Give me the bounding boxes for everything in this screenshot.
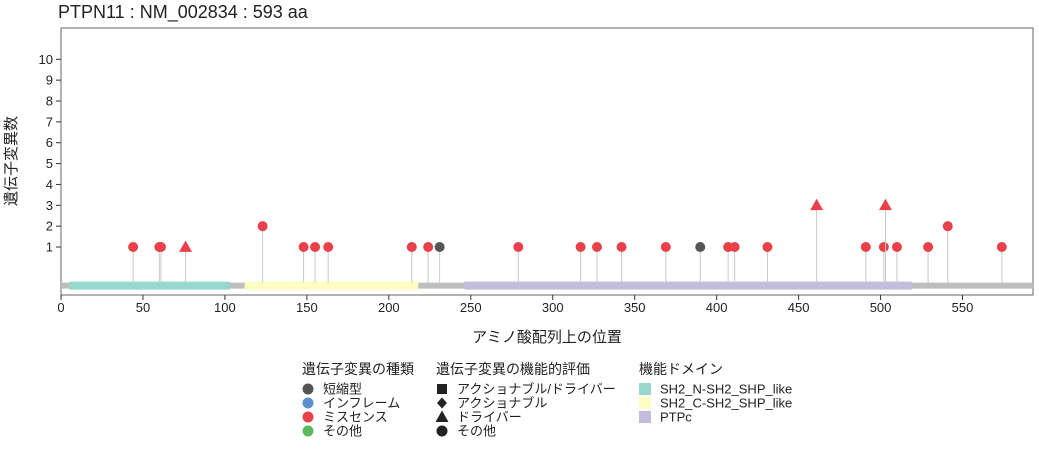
mutation-marker <box>155 242 166 253</box>
y-tick-label: 2 <box>46 219 53 234</box>
x-tick-label: 50 <box>136 300 150 315</box>
circle-icon <box>436 425 448 437</box>
plot-frame <box>60 27 1034 296</box>
y-tick-label: 3 <box>46 198 53 213</box>
y-tick-label: 6 <box>46 135 53 150</box>
mutation-marker <box>257 221 268 232</box>
mutation-marker <box>513 242 524 253</box>
mutation-marker <box>942 221 953 232</box>
mutation-marker <box>310 242 321 253</box>
y-tick-label: 9 <box>46 73 53 88</box>
square-icon <box>437 384 447 394</box>
legend-label: PTPc <box>660 410 692 425</box>
mutation-marker <box>423 242 434 253</box>
mutation-marker <box>878 242 889 253</box>
diamond-icon <box>437 397 447 409</box>
x-tick-label: 550 <box>952 300 974 315</box>
mutation-marker <box>762 242 773 253</box>
mutation-marker-driver <box>179 240 193 252</box>
mutation-marker-driver <box>810 198 824 211</box>
legend-swatch <box>302 383 314 395</box>
mutation-marker <box>996 242 1007 253</box>
y-tick-label: 10 <box>39 52 53 67</box>
legend-swatch <box>302 411 314 423</box>
x-tick-label: 350 <box>624 300 646 315</box>
mutation-marker <box>298 242 309 253</box>
x-tick-label: 450 <box>788 300 810 315</box>
legend-label: ミスセンス <box>323 410 388 425</box>
mutation-marker <box>591 242 602 253</box>
mutation-marker <box>434 242 445 253</box>
x-axis-title: アミノ酸配列上の位置 <box>472 329 622 346</box>
mutation-marker <box>729 242 740 253</box>
mutation-marker <box>616 242 627 253</box>
legend-title-functional-assessment: 遺伝子変異の機能的評価 <box>436 361 590 377</box>
y-tick-label: 8 <box>46 94 53 109</box>
legend: 遺伝子変異の種類短縮型インフレームミスセンスその他遺伝子変異の機能的評価アクショ… <box>302 361 792 439</box>
legend-label: その他 <box>457 424 496 439</box>
x-tick-label: 400 <box>706 300 728 315</box>
legend-label: ドライバー <box>457 410 522 425</box>
plot-area <box>61 198 1033 290</box>
mutation-marker <box>323 242 334 253</box>
legend-domain-swatch <box>639 383 651 395</box>
domain-ptpc <box>464 281 912 290</box>
domain-sh2-c-sh2-shp-like <box>244 281 419 290</box>
mutation-marker <box>406 242 417 253</box>
legend-label: 短縮型 <box>323 382 362 397</box>
triangle-icon <box>435 410 449 422</box>
y-tick-label: 7 <box>46 114 53 129</box>
domain-sh2-n-sh2-shp-like <box>69 281 230 290</box>
legend-swatch <box>302 425 314 437</box>
legend-swatch <box>302 397 314 409</box>
mutation-marker <box>695 242 706 253</box>
legend-label: インフレーム <box>323 396 400 411</box>
legend-label: アクショナブル/ドライバー <box>457 382 616 397</box>
x-tick-label: 250 <box>460 300 482 315</box>
legend-label: SH2_N-SH2_SHP_like <box>660 382 792 397</box>
mutation-marker <box>128 242 139 253</box>
y-axis-title: 遺伝子変異数 <box>3 116 20 206</box>
mutation-marker <box>923 242 934 253</box>
mutation-marker-driver <box>878 198 892 211</box>
legend-label: アクショナブル <box>457 396 547 411</box>
legend-title-domain: 機能ドメイン <box>639 361 723 377</box>
x-tick-label: 300 <box>542 300 564 315</box>
mutation-marker <box>860 242 871 253</box>
x-tick-label: 0 <box>57 300 64 315</box>
chart-title: PTPN11 : NM_002834 : 593 aa <box>58 2 308 22</box>
axes: 0 50 100 150 200 250 300 350 400 450 500 550 1 2 3 4 5 6 7… <box>39 52 974 315</box>
legend-label: その他 <box>323 424 362 439</box>
mutation-marker <box>891 242 902 253</box>
x-tick-label: 100 <box>214 300 236 315</box>
legend-domain-swatch <box>639 397 651 409</box>
x-tick-label: 150 <box>296 300 318 315</box>
y-tick-label: 1 <box>46 240 53 255</box>
legend-label: SH2_C-SH2_SHP_like <box>660 396 792 411</box>
mutation-marker <box>660 242 671 253</box>
x-tick-label: 200 <box>378 300 400 315</box>
legend-title-mutation-type: 遺伝子変異の種類 <box>302 361 414 377</box>
mutation-marker <box>575 242 586 253</box>
legend-domain-swatch <box>639 411 651 423</box>
y-tick-label: 5 <box>46 156 53 171</box>
x-tick-label: 500 <box>870 300 892 315</box>
y-tick-label: 4 <box>46 177 53 192</box>
